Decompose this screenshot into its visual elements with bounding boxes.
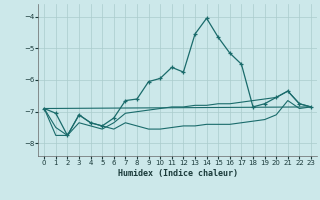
X-axis label: Humidex (Indice chaleur): Humidex (Indice chaleur): [118, 169, 238, 178]
